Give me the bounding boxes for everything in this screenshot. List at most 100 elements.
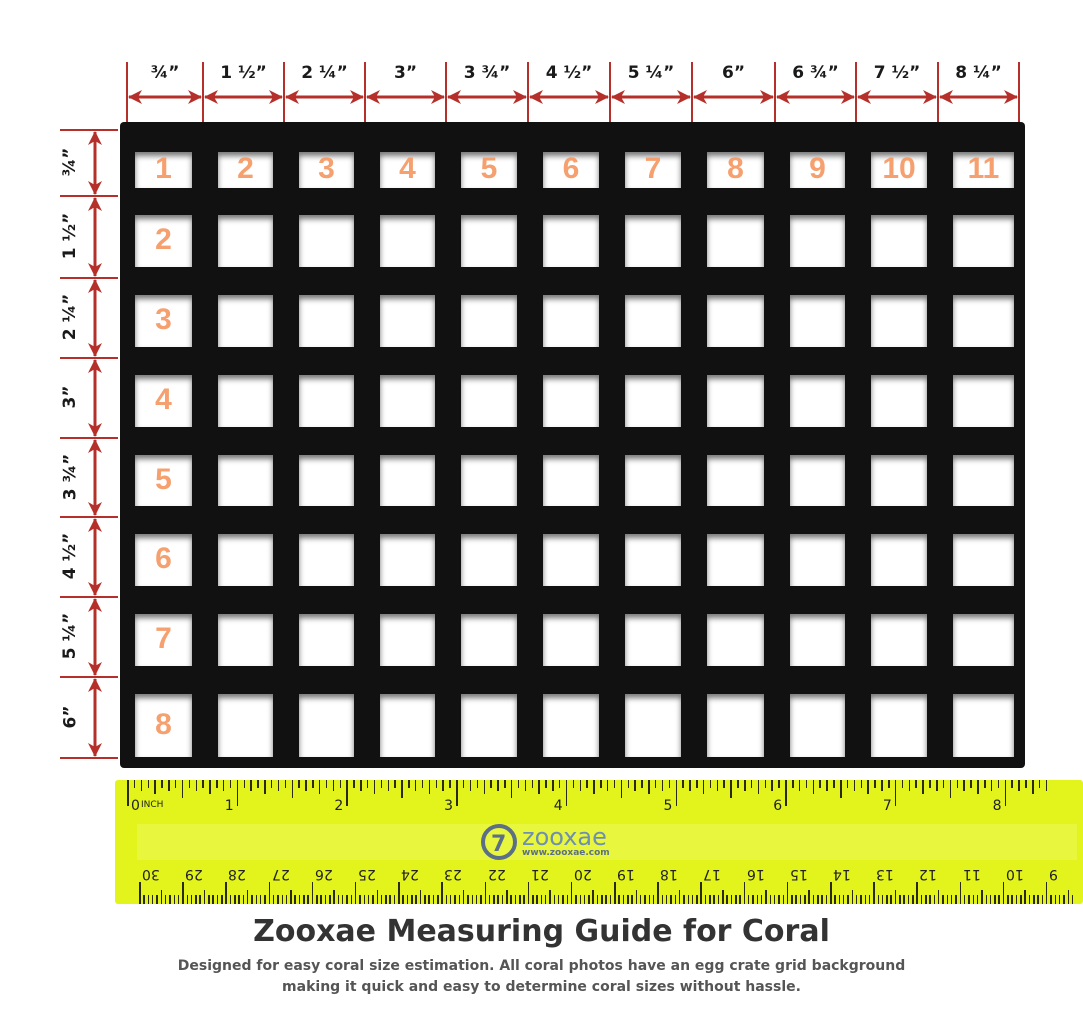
cm-tick xyxy=(670,895,672,904)
column-label: 5 ¼” xyxy=(627,63,675,83)
cm-tick xyxy=(860,895,862,904)
cm-tick xyxy=(842,895,845,904)
inch-tick xyxy=(915,780,917,788)
cm-tick xyxy=(324,895,327,904)
cm-number: 15 xyxy=(789,866,808,882)
inch-tick xyxy=(401,780,403,798)
inch-tick xyxy=(1011,780,1013,788)
cm-tick xyxy=(847,895,849,904)
cm-tick xyxy=(994,895,996,904)
inch-tick xyxy=(517,780,520,788)
cm-tick xyxy=(182,882,184,904)
column-label: 3” xyxy=(393,63,417,83)
inch-number: 7 xyxy=(882,798,892,814)
cm-tick xyxy=(380,895,383,904)
cm-tick xyxy=(1041,895,1044,904)
column-label: ¾” xyxy=(150,63,180,83)
inch-tick xyxy=(730,780,732,798)
inch-tick xyxy=(408,780,410,788)
cm-tick xyxy=(946,895,949,904)
cm-tick xyxy=(968,895,970,904)
subtitle: Designed for easy coral size estimation.… xyxy=(177,958,906,995)
cm-tick xyxy=(553,895,556,904)
inch-tick xyxy=(538,780,540,794)
dimension-line xyxy=(202,62,204,122)
cm-tick xyxy=(186,895,188,904)
cm-tick xyxy=(1007,895,1009,904)
cm-tick xyxy=(583,895,586,904)
inch-tick xyxy=(867,780,869,794)
cm-tick xyxy=(493,895,495,904)
cm-tick xyxy=(536,895,538,904)
cm-tick xyxy=(652,895,655,904)
inch-tick xyxy=(970,780,972,788)
column-label: 8 ¼” xyxy=(955,63,1002,83)
cm-tick xyxy=(851,890,854,904)
dimension-line xyxy=(60,676,118,678)
inch-tick xyxy=(305,780,307,791)
grid-cell xyxy=(299,455,354,506)
inch-tick xyxy=(682,780,684,788)
grid-number: 4 xyxy=(399,152,416,185)
column-label: 6 ¾” xyxy=(792,63,839,83)
dimension-line xyxy=(1018,62,1020,122)
cm-tick xyxy=(769,895,772,904)
cm-tick xyxy=(942,895,944,904)
grid-cell xyxy=(543,455,599,506)
inch-tick xyxy=(949,780,952,798)
column-label: 1 ½” xyxy=(220,63,267,83)
inch-tick xyxy=(339,780,342,788)
column-label: 4 ½” xyxy=(545,63,593,83)
cm-tick xyxy=(501,895,504,904)
cm-tick xyxy=(855,895,858,904)
cm-tick xyxy=(691,895,694,904)
grid-cell xyxy=(218,295,273,347)
cm-tick xyxy=(203,890,206,904)
grid-cell xyxy=(218,215,273,267)
cm-tick xyxy=(475,895,478,904)
cm-tick xyxy=(778,895,780,904)
cm-tick xyxy=(912,895,914,904)
inch-tick xyxy=(174,780,177,788)
grid-cell xyxy=(790,295,845,347)
inch-tick xyxy=(380,780,383,788)
inch-tick xyxy=(963,780,965,791)
grid-cell xyxy=(871,534,927,586)
ruler: 7 zooxae www.zooxae.com 0 1 2 3 4 5 6 7 8 INCH 30 2… xyxy=(115,780,1083,904)
inch-tick xyxy=(565,780,568,806)
cm-number: 27 xyxy=(271,866,290,882)
inch-tick xyxy=(216,780,218,788)
dimension-line xyxy=(774,62,776,122)
cm-tick xyxy=(877,895,880,904)
inch-tick xyxy=(394,780,396,788)
grid-cell: 3 xyxy=(135,295,192,347)
grid-cell xyxy=(707,455,764,506)
cm-tick xyxy=(212,895,214,904)
cm-tick xyxy=(221,895,223,904)
inch-tick xyxy=(778,780,780,788)
inch-tick xyxy=(483,780,486,794)
cm-tick xyxy=(281,895,284,904)
dimension-line xyxy=(60,596,118,598)
cm-tick xyxy=(506,890,508,904)
grid-cell xyxy=(543,295,599,347)
grid-cell: 5 xyxy=(461,152,517,188)
cm-tick xyxy=(307,895,309,904)
inch-tick xyxy=(833,780,835,788)
inch-tick xyxy=(284,780,287,788)
inch-tick xyxy=(723,780,725,788)
cm-tick xyxy=(661,895,664,904)
grid-number: 5 xyxy=(480,152,498,185)
inch-tick xyxy=(874,780,876,788)
cm-number: 23 xyxy=(444,866,463,882)
grid-cell xyxy=(953,455,1014,506)
grid-number: 1 xyxy=(155,152,172,185)
grid-cell xyxy=(299,295,354,347)
cm-tick xyxy=(920,895,923,904)
inch-tick xyxy=(360,780,362,791)
grid-cell xyxy=(707,694,764,757)
cm-tick xyxy=(696,895,698,904)
cm-tick xyxy=(363,895,366,904)
inch-tick xyxy=(641,780,643,788)
cm-tick xyxy=(234,895,236,904)
